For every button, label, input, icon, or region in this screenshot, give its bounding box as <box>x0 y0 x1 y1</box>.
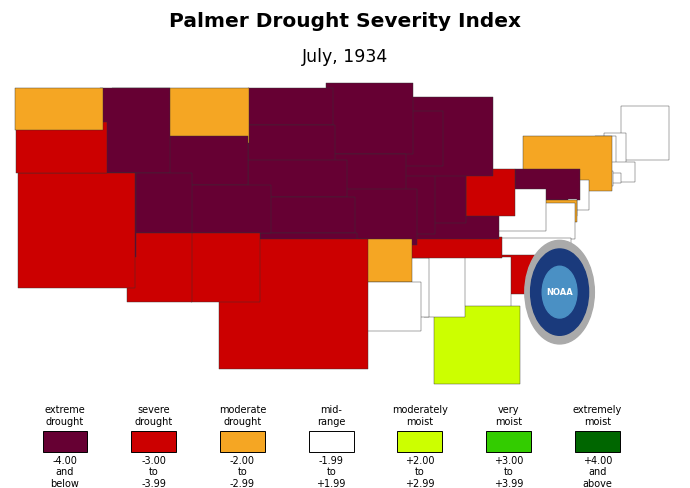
Bar <box>604 133 626 164</box>
Bar <box>220 431 265 452</box>
Bar <box>355 239 412 282</box>
Text: very
moist: very moist <box>495 405 522 427</box>
Bar <box>482 255 538 294</box>
Bar <box>260 233 357 274</box>
Bar <box>191 233 260 302</box>
Bar <box>14 88 103 130</box>
Bar <box>428 175 466 224</box>
Text: extremely
moist: extremely moist <box>573 405 622 427</box>
Bar <box>621 106 669 161</box>
Bar <box>270 197 355 233</box>
Bar <box>68 173 136 257</box>
Bar <box>522 136 612 191</box>
Text: -4.00
and
below: -4.00 and below <box>50 456 79 488</box>
Bar <box>16 122 108 173</box>
Text: +3.00
to
+3.99: +3.00 to +3.99 <box>494 456 523 488</box>
Circle shape <box>531 249 589 335</box>
Text: +2.00
to
+2.99: +2.00 to +2.99 <box>405 456 435 488</box>
Bar <box>570 180 589 210</box>
Bar <box>333 154 406 192</box>
Bar <box>472 238 571 272</box>
Bar <box>362 282 421 331</box>
Text: NOAA: NOAA <box>546 287 573 297</box>
Text: moderately
moist: moderately moist <box>392 405 448 427</box>
Bar <box>309 431 354 452</box>
Bar <box>526 201 577 222</box>
Bar <box>486 431 531 452</box>
Bar <box>248 161 347 197</box>
Bar <box>397 431 442 452</box>
Bar <box>404 237 502 259</box>
Bar <box>248 125 335 166</box>
Bar <box>326 83 413 154</box>
Bar <box>591 171 613 186</box>
Bar <box>466 169 515 216</box>
Bar <box>375 111 444 166</box>
Bar <box>612 173 621 183</box>
Text: severe
drought: severe drought <box>135 405 173 427</box>
Circle shape <box>542 266 577 318</box>
Text: -1.99
to
+1.99: -1.99 to +1.99 <box>317 456 346 488</box>
Bar <box>457 257 511 313</box>
Text: -3.00
to
-3.99: -3.00 to -3.99 <box>141 456 166 488</box>
Bar <box>99 88 170 173</box>
Bar <box>435 305 520 385</box>
Bar <box>43 431 88 452</box>
Text: moderate
drought: moderate drought <box>219 405 266 427</box>
Text: July, 1934: July, 1934 <box>302 48 388 66</box>
Bar <box>248 88 333 125</box>
Bar <box>575 431 620 452</box>
Bar <box>112 88 249 143</box>
Bar <box>568 199 577 216</box>
Bar <box>191 184 271 233</box>
Text: National Climatic Data Center: National Climatic Data Center <box>529 367 649 376</box>
Bar <box>18 173 135 287</box>
Bar <box>478 203 575 239</box>
Bar <box>168 136 248 184</box>
Circle shape <box>525 241 594 344</box>
Bar <box>412 207 499 239</box>
Bar <box>342 189 417 245</box>
Bar <box>219 239 368 369</box>
Bar <box>135 173 193 233</box>
Bar <box>595 136 616 164</box>
Bar <box>131 431 176 452</box>
Bar <box>515 169 580 201</box>
Text: Palmer Drought Severity Index: Palmer Drought Severity Index <box>169 12 521 31</box>
Bar <box>391 166 435 234</box>
Bar <box>491 189 546 231</box>
Bar <box>403 98 493 176</box>
Text: +4.00
and
above: +4.00 and above <box>582 456 612 488</box>
Bar <box>388 259 428 317</box>
Text: mid-
range: mid- range <box>317 405 346 427</box>
Bar <box>424 257 465 317</box>
Bar <box>127 233 193 302</box>
Text: extreme
drought: extreme drought <box>45 405 86 427</box>
Bar <box>594 162 635 182</box>
Text: -2.00
to
-2.99: -2.00 to -2.99 <box>230 456 255 488</box>
